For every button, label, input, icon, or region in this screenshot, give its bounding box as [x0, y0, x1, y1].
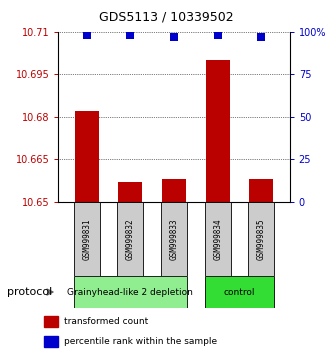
Text: protocol: protocol	[7, 287, 52, 297]
Point	[128, 33, 133, 38]
Bar	[74, 202, 100, 276]
Bar	[118, 182, 142, 202]
Point	[84, 33, 89, 38]
Bar	[74, 276, 187, 308]
Bar	[44, 316, 58, 327]
Bar	[118, 202, 143, 276]
Bar	[206, 60, 230, 202]
Text: GSM999833: GSM999833	[169, 218, 178, 260]
Text: Grainyhead-like 2 depletion: Grainyhead-like 2 depletion	[67, 287, 193, 297]
Text: GSM999832: GSM999832	[126, 218, 135, 260]
Bar	[44, 336, 58, 347]
Text: GSM999834: GSM999834	[213, 218, 222, 260]
Point	[171, 34, 176, 40]
Point	[215, 33, 220, 38]
Text: transformed count: transformed count	[64, 317, 148, 326]
Text: GSM999835: GSM999835	[257, 218, 266, 260]
Bar	[249, 179, 273, 202]
Bar	[75, 111, 99, 202]
Text: percentile rank within the sample: percentile rank within the sample	[64, 337, 217, 346]
Bar	[162, 179, 186, 202]
Text: GSM999831: GSM999831	[82, 218, 91, 260]
Bar	[205, 202, 230, 276]
Text: GDS5113 / 10339502: GDS5113 / 10339502	[99, 11, 234, 24]
Bar	[248, 202, 274, 276]
Bar	[205, 276, 274, 308]
Point	[259, 34, 264, 40]
Text: control: control	[224, 287, 255, 297]
Bar	[161, 202, 187, 276]
